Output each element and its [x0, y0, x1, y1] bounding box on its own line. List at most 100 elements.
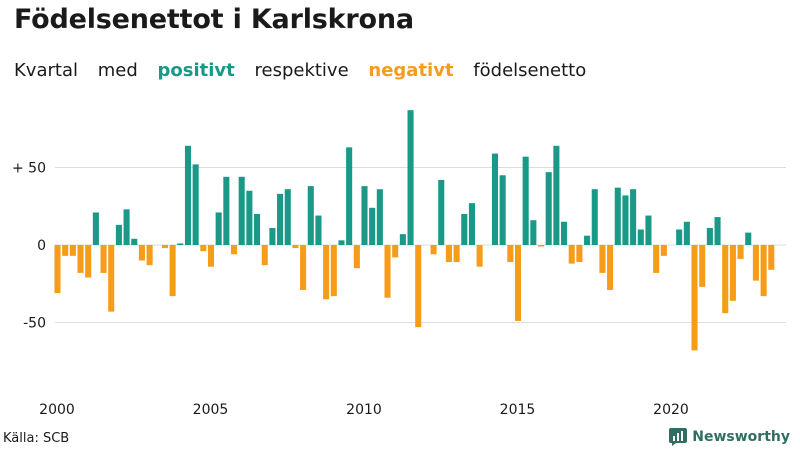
subtitle-text-2: med	[97, 60, 138, 81]
bar	[568, 245, 575, 264]
bar	[468, 203, 475, 245]
bar	[230, 245, 238, 255]
bar	[752, 245, 759, 281]
bar	[161, 245, 168, 249]
bar	[760, 245, 767, 297]
bar	[637, 229, 644, 245]
bar	[338, 240, 345, 245]
y-tick-label: 0	[37, 238, 46, 254]
bar	[361, 186, 368, 245]
bar	[123, 209, 130, 245]
bar	[476, 245, 483, 267]
bar	[576, 245, 583, 263]
bar	[330, 245, 337, 297]
bar	[200, 245, 207, 252]
bar	[722, 245, 729, 314]
subtitle-text-3: respektive	[254, 60, 349, 81]
x-tick-label: 2010	[346, 402, 382, 418]
subtitle-text-4: födelsenetto	[473, 60, 587, 81]
bar	[499, 175, 506, 245]
subtitle-text-1: Kvartal	[14, 60, 78, 81]
bar	[315, 215, 322, 245]
bar	[62, 245, 69, 256]
x-tick-label: 2020	[653, 402, 689, 418]
bar	[207, 245, 215, 267]
bar	[683, 221, 690, 245]
bar	[169, 245, 176, 297]
bar	[246, 190, 253, 245]
bar	[254, 214, 261, 245]
bar	[561, 221, 568, 245]
bar	[676, 229, 683, 245]
x-tick-label: 2005	[193, 402, 229, 418]
bar	[223, 176, 230, 245]
source-note: Källa: SCB	[3, 431, 70, 446]
bar	[530, 220, 537, 245]
bar	[706, 227, 713, 245]
bar	[300, 245, 307, 290]
bar	[729, 245, 736, 301]
bar	[399, 234, 406, 245]
bar	[192, 164, 199, 245]
bar	[307, 186, 314, 245]
bar	[653, 245, 660, 273]
bar	[54, 245, 61, 294]
bar	[277, 193, 284, 245]
bar	[622, 195, 629, 245]
bar	[284, 189, 291, 245]
bar	[630, 189, 637, 245]
bar	[353, 245, 360, 269]
bar	[599, 245, 606, 273]
bar	[430, 245, 437, 255]
bar	[553, 145, 560, 245]
bar	[768, 245, 775, 270]
bar	[607, 245, 614, 290]
bar	[491, 153, 499, 245]
brand-name: Newsworthy	[692, 429, 790, 445]
brand-logo: Newsworthy	[669, 428, 790, 446]
newsworthy-logo-icon	[669, 428, 688, 446]
bar	[745, 232, 752, 245]
bar	[545, 172, 552, 245]
subtitle-negative: negativt	[368, 60, 454, 81]
bar	[292, 245, 299, 249]
bar	[108, 245, 115, 312]
bar	[184, 145, 192, 245]
bar	[215, 212, 222, 245]
bar	[737, 245, 744, 259]
bar	[660, 245, 667, 256]
bar	[131, 238, 138, 245]
bar	[645, 215, 652, 245]
bar	[415, 245, 422, 328]
bar	[453, 245, 460, 263]
bar	[269, 227, 276, 245]
bar	[461, 214, 468, 245]
bar	[438, 179, 445, 245]
bar	[584, 235, 591, 245]
bar	[100, 245, 107, 273]
bar	[177, 243, 184, 245]
bar	[369, 207, 376, 245]
chart-title: Födelsenettot i Karlskrona	[14, 4, 414, 35]
x-tick-label: 2000	[39, 402, 75, 418]
bar	[714, 217, 721, 245]
bar	[261, 245, 268, 266]
bar	[514, 245, 522, 321]
y-tick-label: + 50	[12, 161, 46, 177]
bar	[507, 245, 514, 263]
bar	[376, 189, 383, 245]
chart-subtitle: Kvartal med positivt respektive negativt…	[14, 60, 600, 81]
bar	[92, 212, 99, 245]
bar	[614, 187, 621, 245]
bar	[591, 189, 598, 245]
x-tick-label: 2015	[500, 402, 536, 418]
bar	[392, 245, 399, 258]
bar	[238, 176, 245, 245]
bar	[77, 245, 84, 273]
bar	[537, 245, 545, 247]
bar	[407, 110, 414, 246]
bar	[346, 147, 353, 245]
subtitle-positive: positivt	[157, 60, 235, 81]
bar	[691, 245, 698, 351]
